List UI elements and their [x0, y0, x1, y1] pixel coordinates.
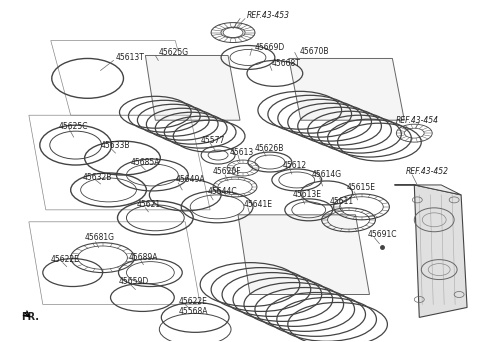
Text: 45659D: 45659D — [119, 277, 149, 286]
Polygon shape — [289, 58, 404, 120]
Text: REF.43-452: REF.43-452 — [405, 168, 448, 176]
Text: 45612: 45612 — [283, 160, 307, 170]
Text: 45668T: 45668T — [272, 59, 301, 68]
Text: 45577: 45577 — [200, 136, 225, 145]
Text: 45611: 45611 — [330, 197, 354, 206]
Polygon shape — [395, 185, 461, 195]
Text: 45625G: 45625G — [158, 48, 189, 57]
Text: 45689A: 45689A — [129, 253, 158, 262]
Text: 45615E: 45615E — [347, 183, 375, 193]
Text: FR.: FR. — [21, 312, 39, 323]
Text: 45632B: 45632B — [83, 173, 112, 183]
Text: 45622E: 45622E — [178, 297, 207, 306]
Text: 45670B: 45670B — [300, 47, 329, 56]
Text: 45613T: 45613T — [116, 53, 144, 62]
Text: 45626B: 45626B — [255, 144, 284, 153]
Polygon shape — [414, 185, 467, 317]
Text: 45568A: 45568A — [178, 307, 208, 316]
Text: 45681G: 45681G — [84, 233, 115, 242]
Text: 45613E: 45613E — [293, 190, 322, 199]
Polygon shape — [238, 215, 370, 294]
Text: 45622E: 45622E — [51, 255, 80, 264]
Polygon shape — [145, 55, 240, 120]
Text: 45649A: 45649A — [175, 175, 205, 184]
Text: 45620F: 45620F — [213, 168, 242, 176]
Text: 45625C: 45625C — [59, 122, 88, 131]
Text: 45644C: 45644C — [207, 187, 237, 196]
Text: 45613: 45613 — [230, 148, 254, 157]
Text: 45633B: 45633B — [101, 141, 130, 149]
Text: 45691C: 45691C — [368, 230, 397, 239]
Text: REF.43-454: REF.43-454 — [396, 116, 438, 125]
Text: REF.43-453: REF.43-453 — [247, 11, 290, 20]
Text: 45669D: 45669D — [255, 43, 285, 52]
Text: 45621: 45621 — [136, 200, 160, 209]
Text: 45685A: 45685A — [131, 158, 160, 167]
Text: 45614G: 45614G — [312, 170, 342, 180]
Text: 45641E: 45641E — [244, 200, 273, 209]
